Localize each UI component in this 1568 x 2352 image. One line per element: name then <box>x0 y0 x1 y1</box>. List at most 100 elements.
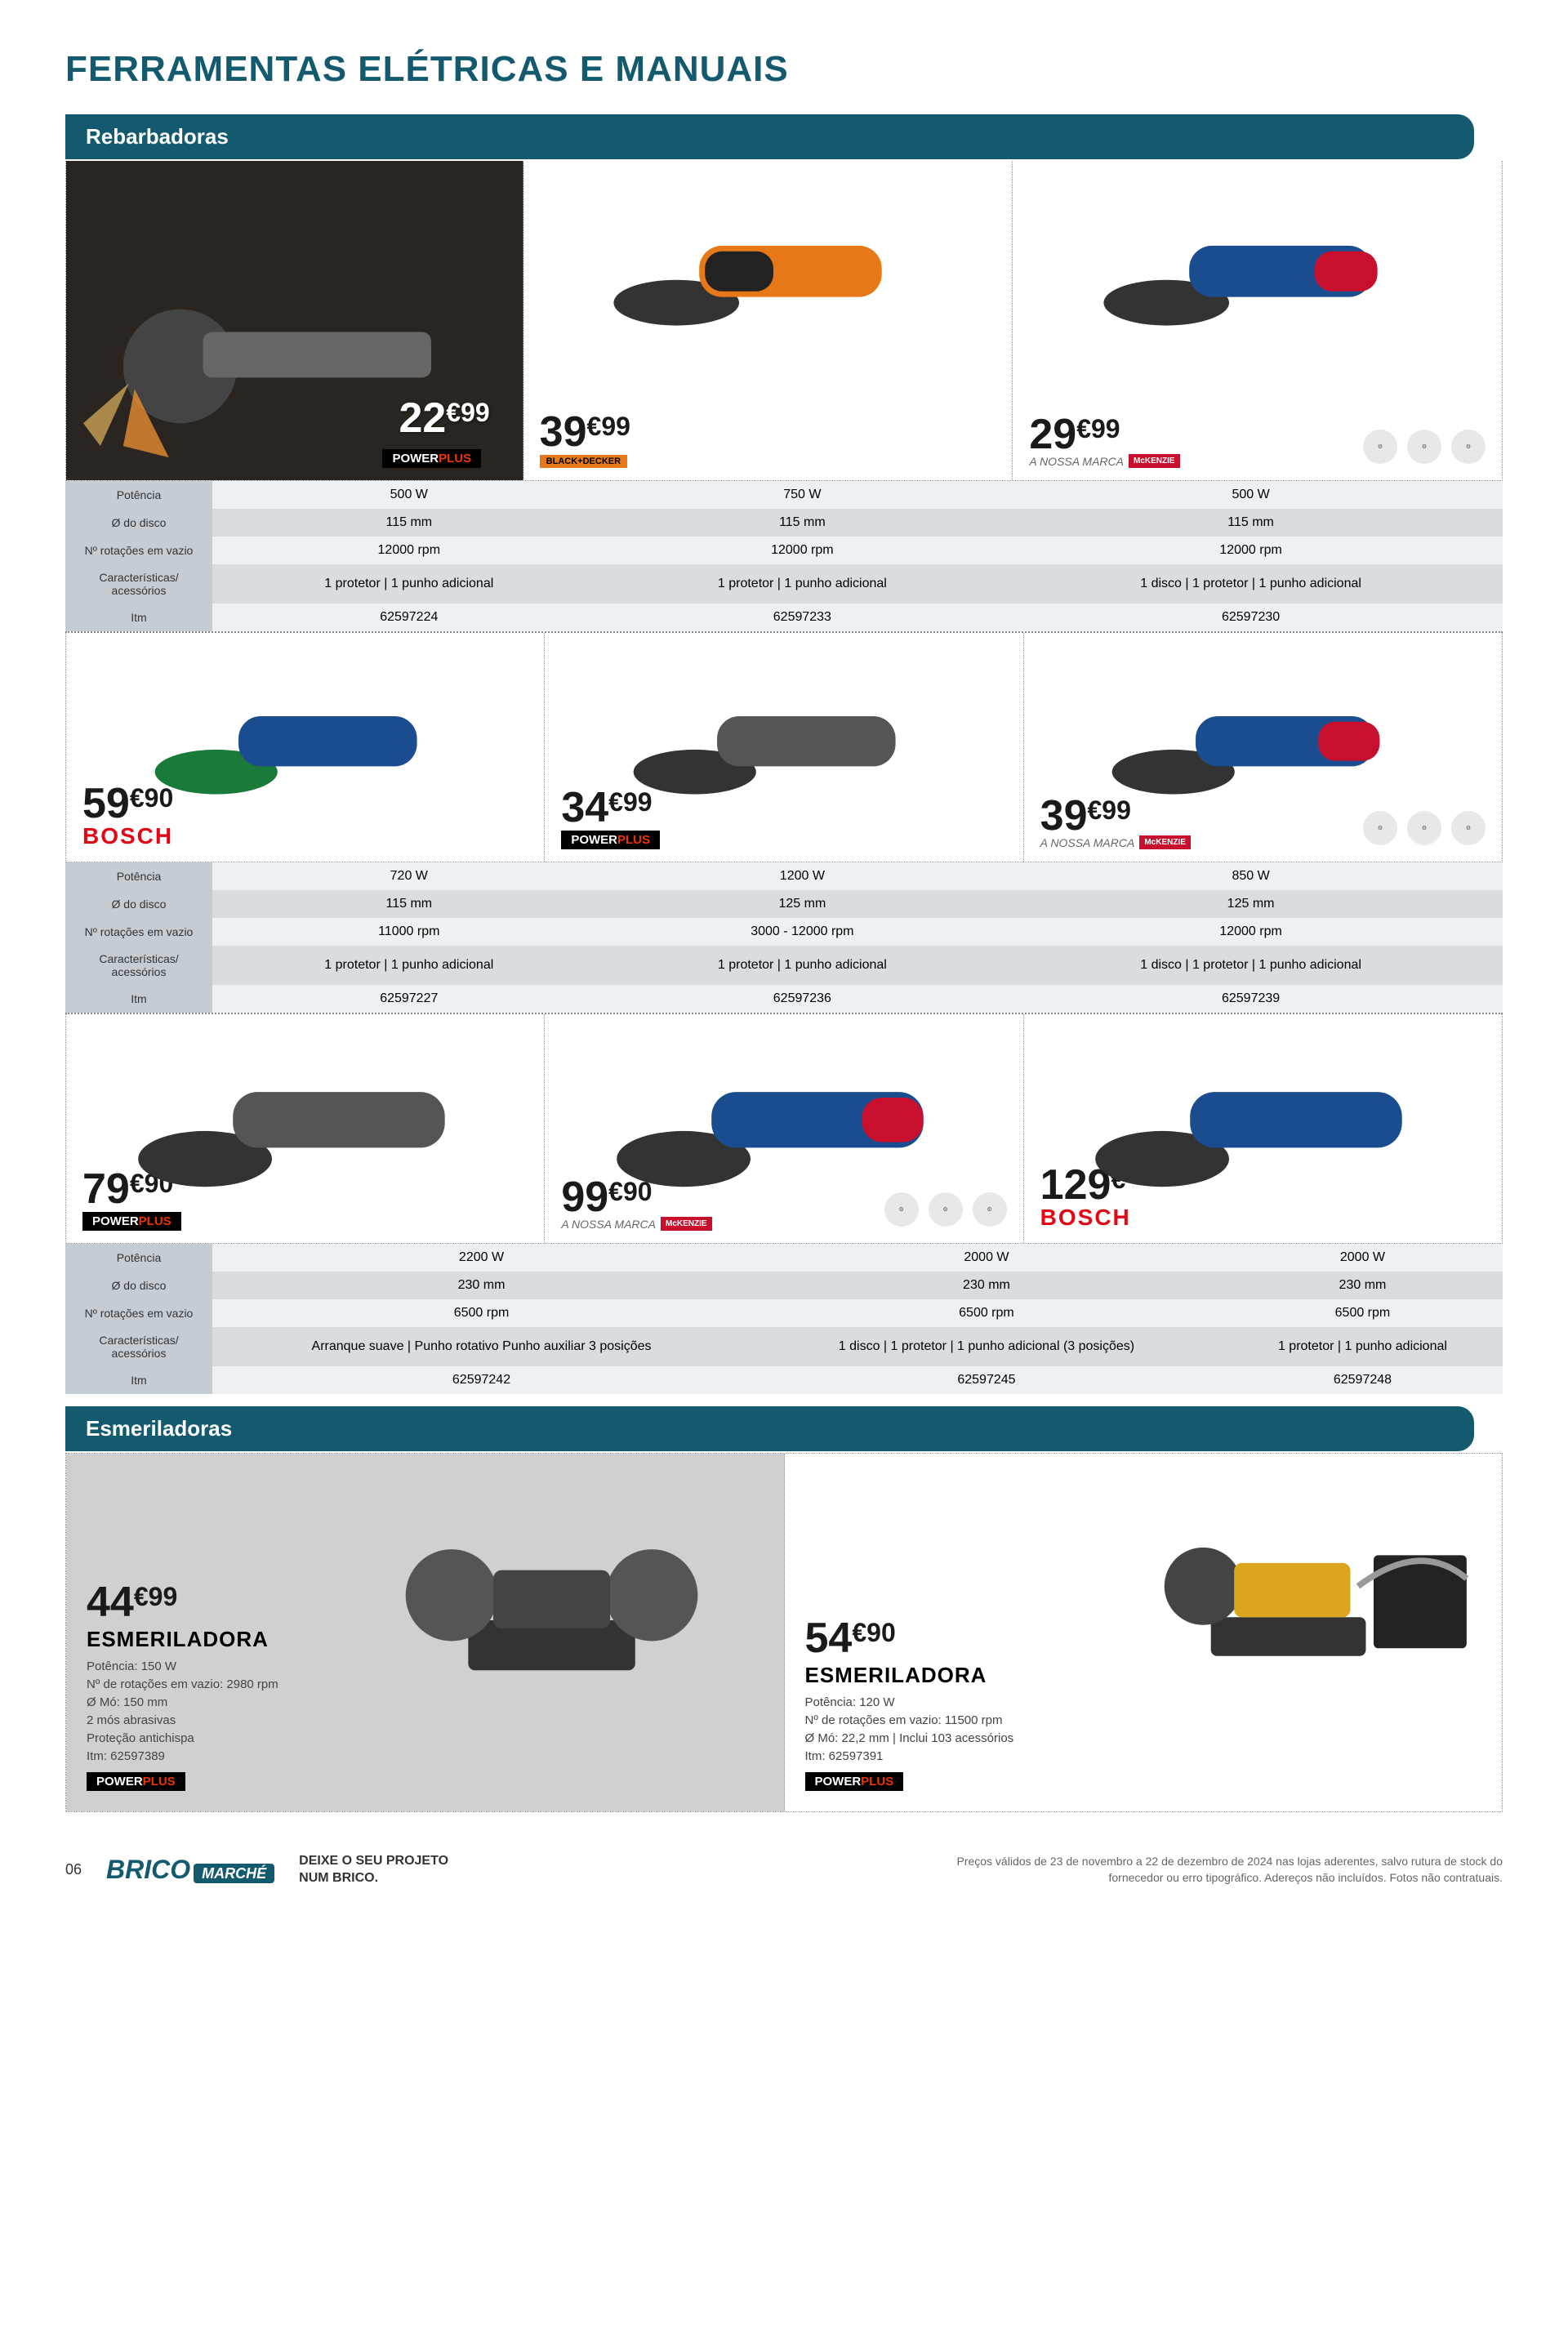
spec-label: Potência <box>65 481 212 509</box>
price-main: 59 <box>82 785 130 823</box>
product-2-3: 39€99 A NOSSA MARCAMcKENZIE ⚙ ⚙ ⚙ <box>1024 633 1502 862</box>
grinder-icon <box>596 177 938 360</box>
spec-value: 750 W <box>606 481 1000 509</box>
spec-label: Itm <box>65 1366 212 1394</box>
price-main: 79 <box>82 1170 130 1209</box>
spec-line: Itm: 62597389 <box>87 1748 764 1765</box>
spec-value: 6500 rpm <box>212 1299 751 1327</box>
spec-value: 2000 W <box>751 1244 1223 1272</box>
grinder-icon <box>1086 177 1428 360</box>
price: 39€99 <box>540 413 996 452</box>
price-main: 54 <box>805 1619 853 1658</box>
spec-value: 1 disco | 1 protetor | 1 punho adicional <box>999 564 1503 604</box>
spec-value: 12000 rpm <box>212 537 606 564</box>
section-esmeriladoras: Esmeriladoras <box>65 1406 1474 1451</box>
page-number: 06 <box>65 1861 82 1878</box>
spec-label: Itm <box>65 985 212 1013</box>
spec-value: 62597248 <box>1223 1366 1503 1394</box>
spec-value: 62597227 <box>212 985 606 1013</box>
spec-value: 62597230 <box>999 604 1503 631</box>
feature-icon: ⚙ <box>884 1192 919 1227</box>
spec-value: 115 mm <box>212 890 606 918</box>
spec-label: Características/ acessórios <box>65 946 212 985</box>
price-cents: 99 <box>1091 417 1120 441</box>
spec-line: Nº de rotações em vazio: 11500 rpm <box>805 1712 1482 1729</box>
spec-label: Nº rotações em vazio <box>65 1299 212 1327</box>
brand-powerplus: POWERPLUS <box>382 449 481 468</box>
spec-value: 115 mm <box>212 509 606 537</box>
grinder-icon <box>138 1031 473 1209</box>
spec-line: Ø Mó: 22,2 mm | Inclui 103 acessórios <box>805 1730 1482 1747</box>
grinder-icon <box>617 649 951 828</box>
price-main: 34 <box>561 789 608 827</box>
spec-value: 6500 rpm <box>1223 1299 1503 1327</box>
feature-icon: ⚙ <box>1363 811 1397 845</box>
disclaimer: Preços válidos de 23 de novembro a 22 de… <box>915 1854 1503 1886</box>
feature-icon: ⚙ <box>1451 811 1486 845</box>
spec-label: Características/ acessórios <box>65 1327 212 1366</box>
spec-label: Características/ acessórios <box>65 564 212 604</box>
spec-value: 3000 - 12000 rpm <box>606 918 1000 946</box>
spec-value: 230 mm <box>1223 1272 1503 1299</box>
spec-value: 62597245 <box>751 1366 1223 1394</box>
price: 22€99 <box>399 399 489 438</box>
spec-value: 230 mm <box>751 1272 1223 1299</box>
spec-label: Potência <box>65 1244 212 1272</box>
spec-value: 1 protetor | 1 punho adicional <box>606 564 1000 604</box>
feature-icon: ⚙ <box>1407 811 1441 845</box>
spec-value: 500 W <box>212 481 606 509</box>
product-1-2: 39€99 BLACK+DECKER <box>523 161 1013 480</box>
spec-value: 1 protetor | 1 punho adicional <box>212 946 606 985</box>
spec-line: Itm: 62597391 <box>805 1748 1482 1765</box>
feature-icon: ⚙ <box>1407 430 1441 464</box>
spec-value: 2200 W <box>212 1244 751 1272</box>
spec-value: Arranque suave | Punho rotativo Punho au… <box>212 1327 751 1366</box>
spec-value: 125 mm <box>999 890 1503 918</box>
product-2-1: 59€90 BOSCH <box>66 633 545 862</box>
bench-grinder-icon <box>336 1470 767 1721</box>
grinder-icon <box>1095 1031 1430 1209</box>
price-main: 39 <box>1040 797 1088 835</box>
spec-value: 1 protetor | 1 punho adicional <box>212 564 606 604</box>
spec-label: Nº rotações em vazio <box>65 918 212 946</box>
product-specs: Potência: 120 W Nº de rotações em vazio:… <box>805 1693 1482 1766</box>
spec-table-2: Potência720 W1200 W850 W Ø do disco115 m… <box>65 862 1503 1013</box>
spec-table-1: Potência500 W750 W500 W Ø do disco115 mm… <box>65 481 1503 631</box>
page-footer: 06 BRICOMARCHÉ DEIXE O SEU PROJETO NUM B… <box>65 1837 1503 1887</box>
feature-icon: ⚙ <box>1363 430 1397 464</box>
spec-value: 1 protetor | 1 punho adicional <box>606 946 1000 985</box>
spec-value: 62597239 <box>999 985 1503 1013</box>
price-cents: 99 <box>149 1585 178 1609</box>
feature-icon: ⚙ <box>929 1192 963 1227</box>
grinder-icon <box>1095 649 1430 828</box>
brand-powerplus: POWERPLUS <box>82 1212 181 1231</box>
bench-grinder-icon <box>1091 1470 1486 1703</box>
product-1-3: 29€99 A NOSSA MARCAMcKENZIE ⚙ ⚙ ⚙ <box>1013 161 1502 480</box>
spec-value: 62597236 <box>606 985 1000 1013</box>
feature-icon: ⚙ <box>1451 430 1486 464</box>
price-cents: 90 <box>866 1621 896 1645</box>
spec-label: Itm <box>65 604 212 631</box>
spec-value: 1 disco | 1 protetor | 1 punho adicional <box>999 946 1503 985</box>
spec-label: Ø do disco <box>65 509 212 537</box>
section-rebarbadoras: Rebarbadoras <box>65 114 1474 159</box>
brand-powerplus: POWERPLUS <box>561 831 660 849</box>
spec-value: 62597233 <box>606 604 1000 631</box>
spec-value: 6500 rpm <box>751 1299 1223 1327</box>
grinder-icon <box>617 1031 951 1209</box>
brand-blackdecker: BLACK+DECKER <box>540 455 627 468</box>
spec-value: 125 mm <box>606 890 1000 918</box>
spec-value: 500 W <box>999 481 1503 509</box>
brico-logo: BRICOMARCHÉ <box>106 1855 274 1885</box>
spec-label: Potência <box>65 862 212 890</box>
price-cents: 99 <box>461 401 490 425</box>
spec-label: Ø do disco <box>65 1272 212 1299</box>
spec-value: 850 W <box>999 862 1503 890</box>
product-2-2: 34€99 POWERPLUS <box>545 633 1023 862</box>
feature-icon: ⚙ <box>973 1192 1007 1227</box>
spec-value: 12000 rpm <box>999 537 1503 564</box>
grinder-icon <box>138 649 473 828</box>
price-main: 44 <box>87 1584 134 1622</box>
spec-value: 12000 rpm <box>606 537 1000 564</box>
euro-symbol: € <box>446 401 461 425</box>
